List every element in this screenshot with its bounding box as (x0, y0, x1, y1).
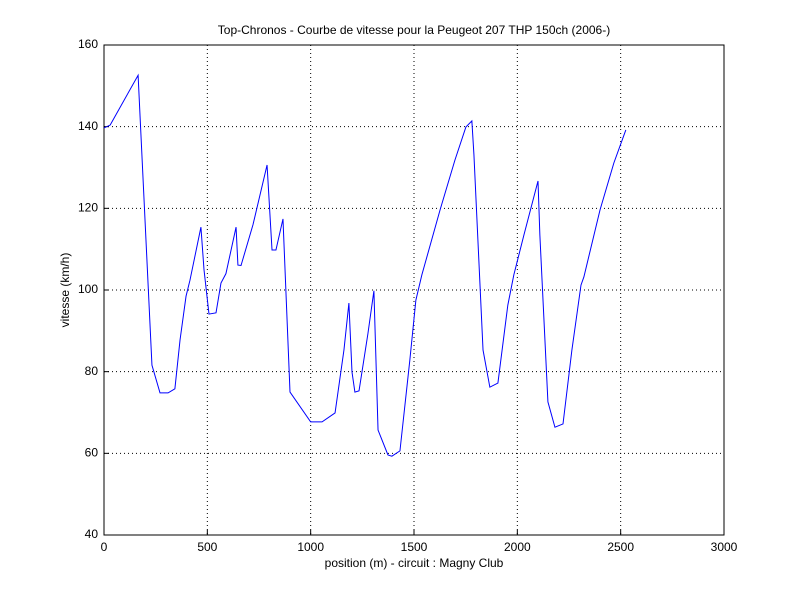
y-tick-label: 160 (78, 37, 98, 51)
y-tick-label: 80 (85, 364, 99, 378)
x-tick-label: 3000 (711, 540, 738, 554)
y-tick-label: 60 (85, 446, 99, 460)
y-axis-label: vitesse (km/h) (58, 253, 72, 328)
x-tick-label: 500 (197, 540, 217, 554)
x-tick-label: 1500 (401, 540, 428, 554)
chart-title: Top-Chronos - Courbe de vitesse pour la … (218, 23, 610, 37)
y-tick-label: 100 (78, 282, 98, 296)
y-tick-label: 40 (85, 527, 99, 541)
x-axis-label: position (m) - circuit : Magny Club (325, 556, 504, 570)
y-tick-label: 120 (78, 201, 98, 215)
y-tick-label: 140 (78, 119, 98, 133)
line-series (103, 73, 627, 457)
x-tick-label: 2500 (607, 540, 634, 554)
x-tick-label: 0 (101, 540, 108, 554)
x-tick-label: 1000 (297, 540, 324, 554)
x-tick-label: 2000 (504, 540, 531, 554)
